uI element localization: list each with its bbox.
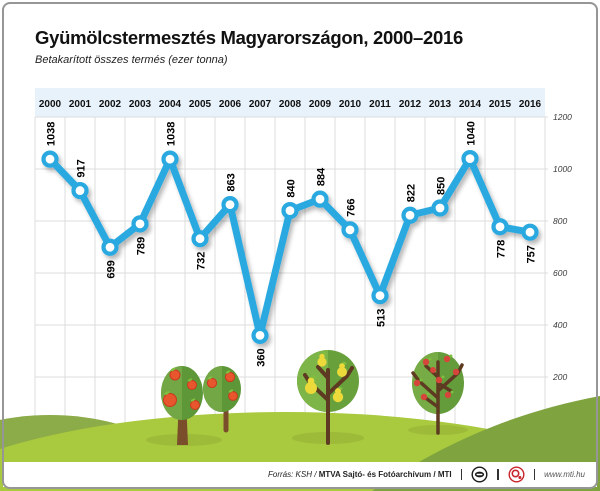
y-axis-tick: 800 — [553, 216, 567, 226]
year-label: 2005 — [189, 99, 212, 110]
value-label: 757 — [526, 245, 538, 263]
value-label: 1040 — [466, 121, 478, 145]
year-label: 2011 — [369, 99, 391, 110]
value-label: 766 — [346, 198, 358, 216]
footer: Forrás: KSH / MTVA Sajtó- és Fotóarchívu… — [3, 462, 597, 487]
data-point[interactable] — [101, 238, 119, 256]
year-label: 2000 — [39, 99, 62, 110]
apple — [206, 376, 218, 389]
value-label: 850 — [436, 177, 448, 195]
data-point[interactable] — [431, 199, 449, 217]
year-label: 2015 — [489, 99, 512, 110]
year-label: 2009 — [309, 99, 332, 110]
apple-tree-large — [161, 366, 203, 445]
year-label: 2012 — [399, 99, 422, 110]
source-prefix: Forrás: KSH / — [268, 470, 317, 479]
data-point[interactable] — [191, 230, 209, 248]
apple — [190, 398, 200, 410]
y-axis-tick: 1200 — [553, 112, 572, 122]
data-point[interactable] — [521, 223, 539, 241]
data-point[interactable] — [401, 206, 419, 224]
red-fruits — [413, 355, 460, 401]
year-label: 2002 — [99, 99, 122, 110]
data-point[interactable] — [281, 202, 299, 220]
value-label: 863 — [226, 173, 238, 191]
y-axis-tick: 600 — [553, 268, 567, 278]
separator — [497, 469, 499, 480]
y-axis-tick: 200 — [552, 372, 567, 382]
year-label: 2006 — [219, 99, 242, 110]
apple-tree-small — [203, 366, 241, 433]
year-label: 2007 — [249, 99, 272, 110]
year-label: 2010 — [339, 99, 362, 110]
value-label: 513 — [376, 309, 388, 327]
chart-title: Gyümölcstermesztés Magyarországon, 2000–… — [35, 27, 463, 48]
value-label: 884 — [316, 167, 328, 186]
pear — [317, 352, 327, 367]
year-label: 2003 — [129, 99, 152, 110]
year-label: 2004 — [159, 99, 182, 110]
value-label: 917 — [76, 159, 88, 177]
data-point[interactable] — [131, 215, 149, 233]
data-point[interactable] — [461, 150, 479, 168]
data-point[interactable] — [41, 150, 59, 168]
website-link[interactable]: www.mti.hu — [544, 470, 585, 479]
tree-canopy-light — [203, 366, 222, 412]
value-label: 1038 — [46, 122, 58, 146]
year-label: 2016 — [519, 99, 542, 110]
apple — [169, 367, 181, 381]
data-point[interactable] — [341, 221, 359, 239]
data-point[interactable] — [371, 287, 389, 305]
year-header-band — [35, 88, 545, 117]
y-axis-tick: 1000 — [553, 164, 572, 174]
apple — [228, 389, 238, 401]
data-point[interactable] — [161, 150, 179, 168]
data-point[interactable] — [491, 218, 509, 236]
apple — [163, 391, 177, 407]
pear-tree — [297, 350, 359, 445]
chart-subtitle: Betakarított összes termés (ezer tonna) — [35, 54, 228, 66]
fruit-tree-right — [411, 352, 464, 435]
fruit-leaves — [419, 354, 454, 396]
value-label: 699 — [106, 260, 118, 278]
value-label: 360 — [256, 348, 268, 366]
data-point[interactable] — [311, 190, 329, 208]
pear — [332, 386, 344, 403]
mti-logo — [508, 466, 525, 483]
pear — [305, 375, 317, 394]
source-bold: MTVA Sajtó- és Fotóarchívum / MTI — [318, 470, 452, 479]
year-label: 2001 — [69, 99, 92, 110]
value-label: 822 — [406, 184, 418, 202]
y-axis-tick: 400 — [553, 320, 567, 330]
year-label: 2008 — [279, 99, 302, 110]
value-label: 789 — [136, 237, 148, 255]
separator — [533, 469, 536, 480]
value-label: 732 — [196, 252, 208, 270]
apple — [187, 378, 197, 390]
year-label: 2013 — [429, 99, 452, 110]
apple — [224, 370, 236, 383]
year-label: 2014 — [459, 99, 482, 110]
source-text: Forrás: KSH / MTVA Sajtó- és Fotóarchívu… — [268, 470, 452, 479]
mtva-logo — [471, 466, 488, 483]
value-label: 1038 — [166, 122, 178, 146]
separator — [460, 469, 463, 480]
data-point[interactable] — [221, 196, 239, 214]
data-point[interactable] — [251, 326, 269, 344]
pear — [337, 361, 347, 377]
value-label: 778 — [496, 240, 508, 258]
value-label: 840 — [286, 179, 298, 197]
tree-branches — [303, 365, 354, 445]
data-point[interactable] — [71, 181, 89, 200]
